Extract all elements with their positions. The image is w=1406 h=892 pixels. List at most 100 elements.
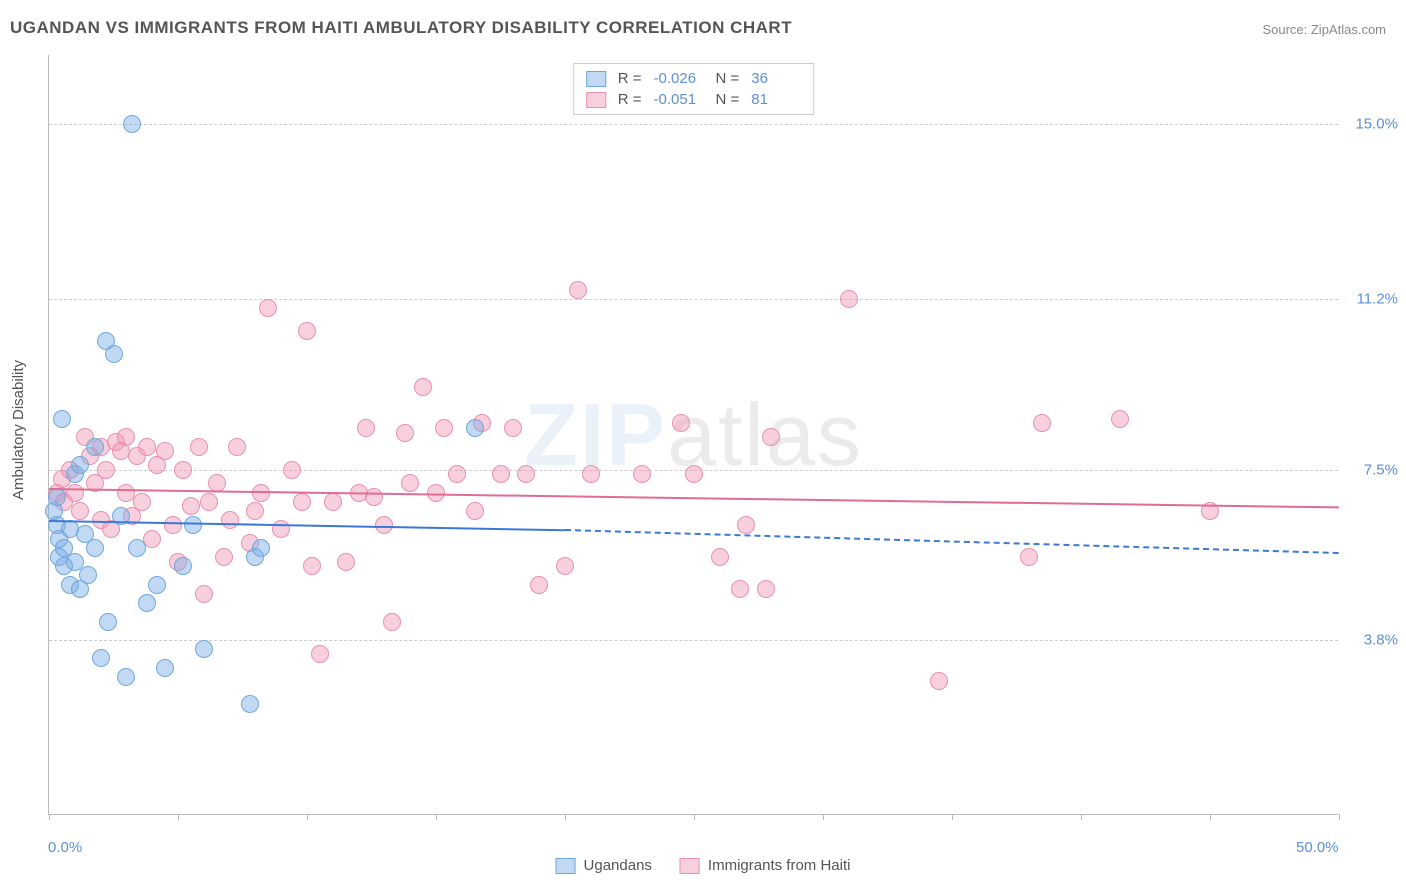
x-tick: [565, 814, 566, 820]
series2-point: [215, 548, 233, 566]
series2-point: [582, 465, 600, 483]
legend-swatch: [586, 71, 606, 87]
legend-series-item: Immigrants from Haiti: [680, 857, 851, 874]
legend-correlation-row: R =-0.051N =81: [586, 89, 802, 110]
series1-point: [79, 566, 97, 584]
series1-point: [105, 345, 123, 363]
series1-point: [174, 557, 192, 575]
series2-point: [930, 672, 948, 690]
series2-point: [840, 290, 858, 308]
series2-point: [143, 530, 161, 548]
series2-point: [375, 516, 393, 534]
series1-point: [148, 576, 166, 594]
y-axis-title: Ambulatory Disability: [10, 360, 27, 500]
series2-point: [357, 419, 375, 437]
series1-point: [86, 438, 104, 456]
x-axis-label: 50.0%: [1296, 839, 1339, 856]
series2-point: [133, 493, 151, 511]
series1-point: [156, 659, 174, 677]
legend-series-label: Immigrants from Haiti: [708, 857, 851, 874]
series1-point: [117, 668, 135, 686]
chart-title: UGANDAN VS IMMIGRANTS FROM HAITI AMBULAT…: [10, 18, 792, 38]
series1-point: [123, 115, 141, 133]
series2-point: [1111, 410, 1129, 428]
legend-series-item: Ugandans: [556, 857, 652, 874]
series2-point: [1020, 548, 1038, 566]
series2-point: [556, 557, 574, 575]
series2-point: [711, 548, 729, 566]
series1-point: [128, 539, 146, 557]
x-tick: [823, 814, 824, 820]
x-tick: [178, 814, 179, 820]
legend-r-label: R =: [618, 70, 642, 87]
series1-point: [138, 594, 156, 612]
legend-correlation-row: R = -0.026 N = 36: [586, 68, 802, 89]
legend-correlation-box: R = -0.026 N = 36R = -0.051 N = 81: [573, 63, 815, 115]
series2-point: [685, 465, 703, 483]
series2-point: [401, 474, 419, 492]
series2-point: [530, 576, 548, 594]
series1-point: [184, 516, 202, 534]
series1-point: [92, 649, 110, 667]
x-tick: [1210, 814, 1211, 820]
series1-point: [241, 695, 259, 713]
series2-point: [311, 645, 329, 663]
gridline: [49, 124, 1338, 125]
legend-n-value: 81: [751, 91, 801, 108]
series2-point: [283, 461, 301, 479]
legend-n-value: 36: [751, 70, 801, 87]
y-tick-label: 11.2%: [1343, 291, 1398, 308]
legend-bottom: Ugandans Immigrants from Haiti: [556, 857, 851, 874]
y-tick-label: 15.0%: [1343, 116, 1398, 133]
series1-point: [99, 613, 117, 631]
series2-point: [221, 511, 239, 529]
series2-point: [414, 378, 432, 396]
series2-point: [246, 502, 264, 520]
y-tick-label: 7.5%: [1343, 461, 1398, 478]
plot-area: ZIPatlas R =-0.026N =36R =-0.051N =81 3.…: [48, 55, 1338, 815]
x-tick: [436, 814, 437, 820]
x-tick: [1081, 814, 1082, 820]
series1-point: [71, 456, 89, 474]
legend-r-value: -0.026: [654, 70, 704, 87]
series2-point: [324, 493, 342, 511]
series2-point: [259, 299, 277, 317]
series2-point: [492, 465, 510, 483]
series2-point: [174, 461, 192, 479]
series2-point: [97, 461, 115, 479]
series2-point: [1033, 414, 1051, 432]
series2-point: [365, 488, 383, 506]
x-tick: [952, 814, 953, 820]
x-tick: [694, 814, 695, 820]
series1-point: [195, 640, 213, 658]
series2-point: [396, 424, 414, 442]
series2-point: [435, 419, 453, 437]
series2-point: [138, 438, 156, 456]
series2-point: [293, 493, 311, 511]
series2-point: [71, 502, 89, 520]
series2-point: [737, 516, 755, 534]
series2-point: [190, 438, 208, 456]
legend-n-label: N =: [716, 91, 740, 108]
series2-point: [466, 502, 484, 520]
series2-point: [200, 493, 218, 511]
series2-point: [504, 419, 522, 437]
series2-point: [298, 322, 316, 340]
gridline: [49, 299, 1338, 300]
series1-point: [86, 539, 104, 557]
series2-point: [517, 465, 535, 483]
chart-container: UGANDAN VS IMMIGRANTS FROM HAITI AMBULAT…: [0, 0, 1406, 892]
series2-point: [228, 438, 246, 456]
series1-trendline: [49, 520, 565, 531]
series2-point: [633, 465, 651, 483]
gridline: [49, 640, 1338, 641]
series1-point: [252, 539, 270, 557]
series2-point: [731, 580, 749, 598]
series2-point: [757, 580, 775, 598]
series2-point: [66, 484, 84, 502]
series2-point: [195, 585, 213, 603]
legend-n-label: N =: [716, 70, 740, 87]
legend-r-value: -0.051: [654, 91, 704, 108]
series2-point: [156, 442, 174, 460]
series2-point: [182, 497, 200, 515]
